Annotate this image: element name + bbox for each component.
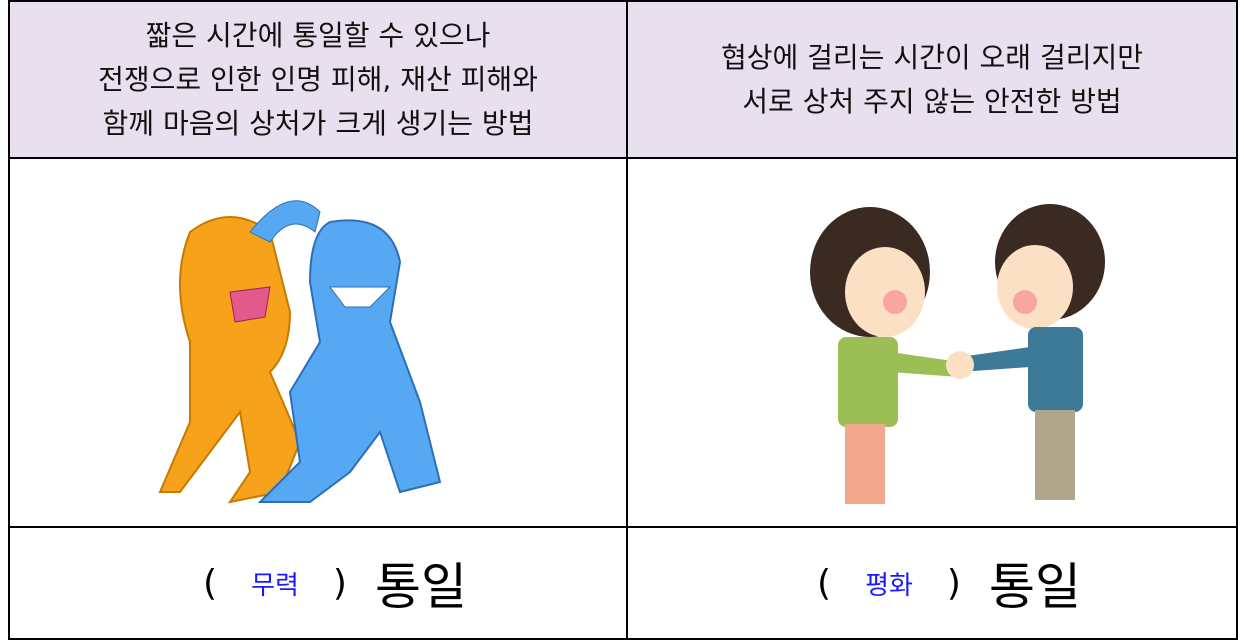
column-border: [626, 2, 628, 638]
fight-illustration: [158, 200, 442, 504]
answer-cell: ( 평화 ) 통일: [628, 528, 1236, 638]
paren: (: [203, 562, 218, 604]
paren: ): [946, 562, 961, 604]
row-border: [10, 526, 1236, 528]
answer-cell: ( 무력 ) 통일: [10, 528, 626, 638]
header-line: 협상에 걸리는 시간이 오래 걸리지만: [720, 40, 1143, 74]
header-line: 전쟁으로 인한 인명 피해, 재산 피해와: [98, 62, 538, 96]
header-cell: 짧은 시간에 통일할 수 있으나 전쟁으로 인한 인명 피해, 재산 피해와 함…: [10, 2, 626, 157]
handshake-illustration: [810, 204, 1105, 504]
header-cell: 협상에 걸리는 시간이 오래 걸리지만 서로 상처 주지 않는 안전한 방법: [628, 2, 1236, 157]
table: 짧은 시간에 통일할 수 있으나 전쟁으로 인한 인명 피해, 재산 피해와 함…: [8, 0, 1238, 640]
header-line: 함께 마음의 상처가 크게 생기는 방법: [102, 106, 534, 140]
answer: 무력: [251, 570, 299, 601]
header-line: 짧은 시간에 통일할 수 있으나: [145, 18, 491, 52]
paren: ): [332, 562, 347, 604]
header-line: 서로 상처 주지 않는 안전한 방법: [742, 84, 1122, 118]
paren: (: [817, 562, 832, 604]
answer-word: 통일: [988, 558, 1081, 616]
row-border: [10, 157, 1236, 159]
answer-word: 통일: [374, 558, 467, 616]
answer: 평화: [865, 570, 913, 601]
